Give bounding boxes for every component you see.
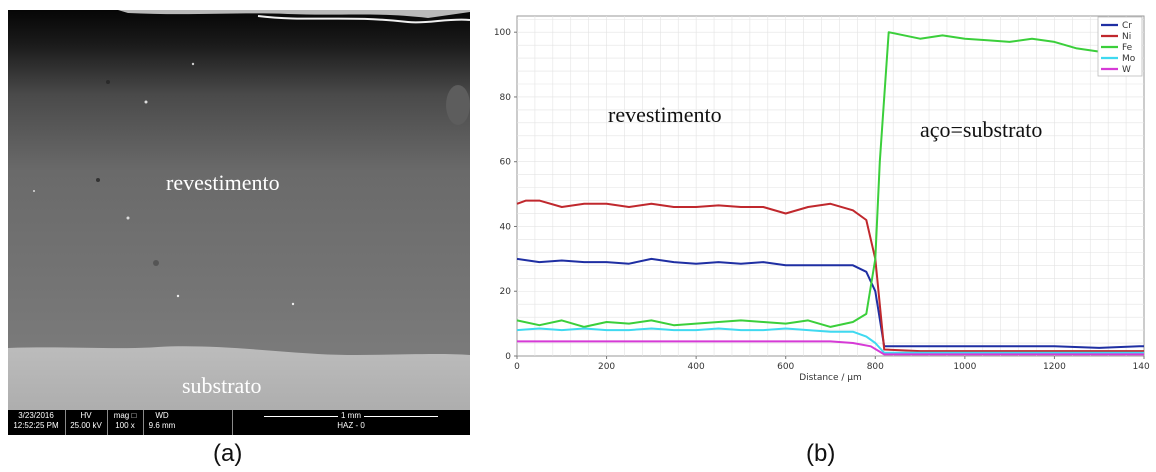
sem-date: 3/23/2016 <box>18 411 54 420</box>
y-tick-label: 0 <box>505 352 511 362</box>
series-line-w <box>517 340 1144 356</box>
series-line-cr <box>516 257 1144 349</box>
sem-sample-label: HAZ - 0 <box>337 421 365 430</box>
x-tick-label: 1200 <box>1043 362 1066 372</box>
x-tick-label: 1000 <box>953 362 976 372</box>
legend-label-w: W <box>1122 65 1131 75</box>
label-substrate-sem: substrato <box>182 373 262 398</box>
legend-label-fe: Fe <box>1122 43 1133 53</box>
sem-hv-value: 25.00 kV <box>70 421 102 430</box>
x-tick-label: 0 <box>514 362 520 372</box>
sem-scale-label: 1 mm <box>338 411 364 420</box>
legend-label-ni: Ni <box>1122 32 1131 42</box>
y-tick-label: 60 <box>500 158 512 168</box>
sem-scale-bar: 1 mm <box>234 411 468 421</box>
chart-series <box>516 31 1144 356</box>
y-tick-label: 40 <box>500 222 512 232</box>
chart-grid <box>516 15 1145 357</box>
sem-wd-value: 9.6 mm <box>148 421 176 430</box>
sem-mag-value: 100 x <box>115 421 135 430</box>
series-line-mo <box>516 327 1144 354</box>
legend-label-mo: Mo <box>1122 54 1136 64</box>
sem-info-bar: 3/23/2016 12:52:25 PM HV 25.00 kV mag □ … <box>8 410 470 435</box>
sem-micrograph: revestimento substrato 3/23/2016 12:52:2… <box>8 10 470 435</box>
legend-label-cr: Cr <box>1122 21 1132 31</box>
label-coating-sem: revestimento <box>166 170 280 195</box>
x-tick-label: 400 <box>688 362 705 372</box>
sem-image <box>8 10 470 435</box>
sem-mag-label: mag □ <box>113 411 137 420</box>
label-coating-chart: revestimento <box>608 102 722 127</box>
sem-wd-label: WD <box>155 411 169 420</box>
x-tick-label: 600 <box>777 362 794 372</box>
panel-label-b: (b) <box>806 440 836 467</box>
x-tick-label: 800 <box>867 362 884 372</box>
series-line-ni <box>516 199 1144 353</box>
x-tick-label: 200 <box>598 362 615 372</box>
plot-area <box>516 15 1145 357</box>
sem-time: 12:52:25 PM <box>13 421 59 430</box>
label-steel-substrate-chart: aço=substrato <box>920 117 1042 142</box>
series-line-fe <box>516 31 1140 328</box>
panel-label-a: (a) <box>213 440 243 467</box>
y-tick-label: 100 <box>494 28 511 38</box>
x-axis-label: Distance / µm <box>799 373 862 383</box>
sem-hv-label: HV <box>80 411 92 420</box>
y-tick-label: 20 <box>500 287 512 297</box>
y-tick-label: 80 <box>500 93 512 103</box>
